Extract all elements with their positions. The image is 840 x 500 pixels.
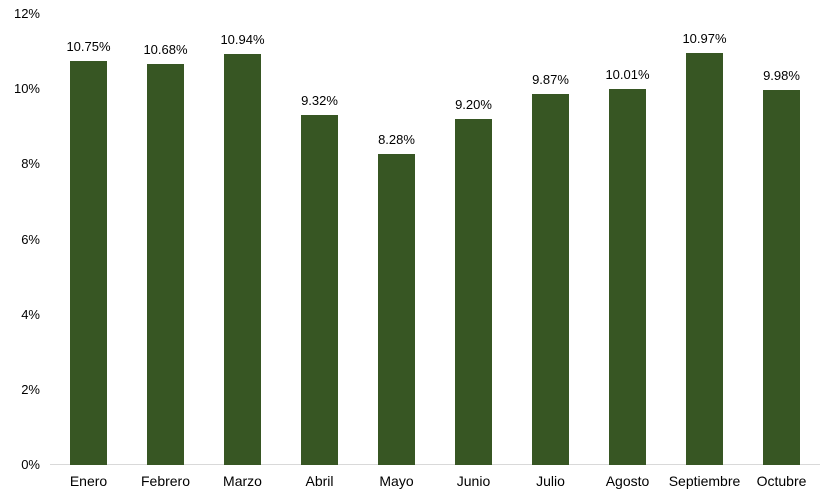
bar[interactable]: [532, 94, 569, 465]
bar-value-label: 9.32%: [301, 92, 338, 108]
bar-group: 10.94% Marzo: [204, 14, 281, 489]
y-axis-tick-label: 8%: [21, 156, 40, 172]
x-axis-category-label: Junio: [456, 473, 491, 489]
x-axis-category-label: Abril: [305, 473, 334, 489]
bar-value-label: 9.87%: [532, 72, 569, 88]
bar-group: 8.28% Mayo: [358, 14, 435, 489]
x-axis-category-label: Octubre: [756, 473, 807, 489]
bar[interactable]: [763, 89, 800, 465]
bar[interactable]: [686, 52, 723, 465]
bar[interactable]: [147, 63, 184, 465]
bar-value-label: 9.98%: [763, 67, 800, 83]
bar-value-label: 10.75%: [66, 38, 111, 54]
x-axis-category-label: Mayo: [379, 473, 414, 489]
bar-value-label: 9.20%: [455, 97, 492, 113]
bar-group: 9.32% Abril: [281, 14, 358, 489]
plot-area: 10.75% Enero 10.68% Febrero 10.94% Marzo 9.32%…: [50, 14, 820, 489]
bar-group: 10.97% Septiembre: [666, 14, 743, 489]
bar-value-label: 10.68%: [143, 41, 188, 57]
bar-group: 10.01% Agosto: [589, 14, 666, 489]
y-axis-tick-label: 4%: [21, 306, 40, 322]
x-axis-category-label: Julio: [536, 473, 565, 489]
bar-group: 9.98% Octubre: [743, 14, 820, 489]
bar-value-label: 10.94%: [220, 31, 265, 47]
x-axis-category-label: Agosto: [605, 473, 650, 489]
y-axis-tick-label: 10%: [13, 81, 40, 97]
bar[interactable]: [224, 53, 261, 465]
bar[interactable]: [378, 153, 415, 465]
x-axis-category-label: Febrero: [140, 473, 191, 489]
y-axis: 0% 2% 4% 6% 8% 10% 12%: [0, 6, 40, 472]
x-axis-category-label: Marzo: [223, 473, 262, 489]
x-axis-line: [50, 464, 820, 465]
bar[interactable]: [455, 119, 492, 465]
bar-value-label: 8.28%: [378, 131, 415, 147]
y-axis-tick-label: 12%: [13, 6, 40, 21]
y-axis-tick-label: 0%: [21, 457, 40, 472]
x-axis-category-label: Enero: [69, 473, 108, 489]
bar[interactable]: [301, 114, 338, 465]
bar-value-label: 10.01%: [605, 66, 650, 82]
x-axis-category-label: Septiembre: [668, 473, 741, 489]
y-axis-tick-label: 6%: [21, 231, 40, 247]
bar-value-label: 10.97%: [682, 30, 727, 46]
bar-group: 9.20% Junio: [435, 14, 512, 489]
bar[interactable]: [609, 88, 646, 465]
y-axis-tick-label: 2%: [21, 381, 40, 397]
bar-group: 10.75% Enero: [50, 14, 127, 489]
bar-group: 9.87% Julio: [512, 14, 589, 489]
bar-group: 10.68% Febrero: [127, 14, 204, 489]
bar[interactable]: [70, 60, 107, 465]
